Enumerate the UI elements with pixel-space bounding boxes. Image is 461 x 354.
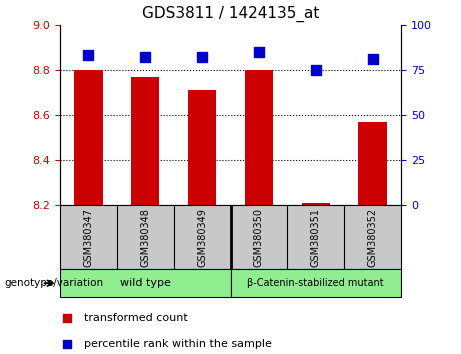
Bar [131, 77, 160, 205]
Bar [74, 70, 102, 205]
Bar [60, 269, 230, 297]
Bar [230, 269, 401, 297]
Bar [188, 90, 216, 205]
Point [142, 55, 149, 60]
Bar [358, 122, 387, 205]
Point [312, 67, 319, 73]
Point [63, 341, 71, 347]
Bar [245, 70, 273, 205]
Text: β-Catenin-stabilized mutant: β-Catenin-stabilized mutant [248, 278, 384, 288]
Text: GSM380350: GSM380350 [254, 208, 264, 267]
Title: GDS3811 / 1424135_at: GDS3811 / 1424135_at [142, 6, 319, 22]
Bar [301, 203, 330, 205]
Point [85, 53, 92, 58]
Point [63, 315, 71, 321]
Point [369, 56, 376, 62]
Text: GSM380351: GSM380351 [311, 208, 321, 267]
Point [255, 49, 263, 55]
Text: GSM380349: GSM380349 [197, 208, 207, 267]
Text: GSM380348: GSM380348 [140, 208, 150, 267]
Point [198, 55, 206, 60]
Text: wild type: wild type [120, 278, 171, 288]
Text: GSM380347: GSM380347 [83, 208, 94, 267]
Text: percentile rank within the sample: percentile rank within the sample [84, 339, 272, 349]
Text: GSM380352: GSM380352 [367, 207, 378, 267]
Text: genotype/variation: genotype/variation [5, 278, 104, 288]
Text: transformed count: transformed count [84, 313, 188, 323]
